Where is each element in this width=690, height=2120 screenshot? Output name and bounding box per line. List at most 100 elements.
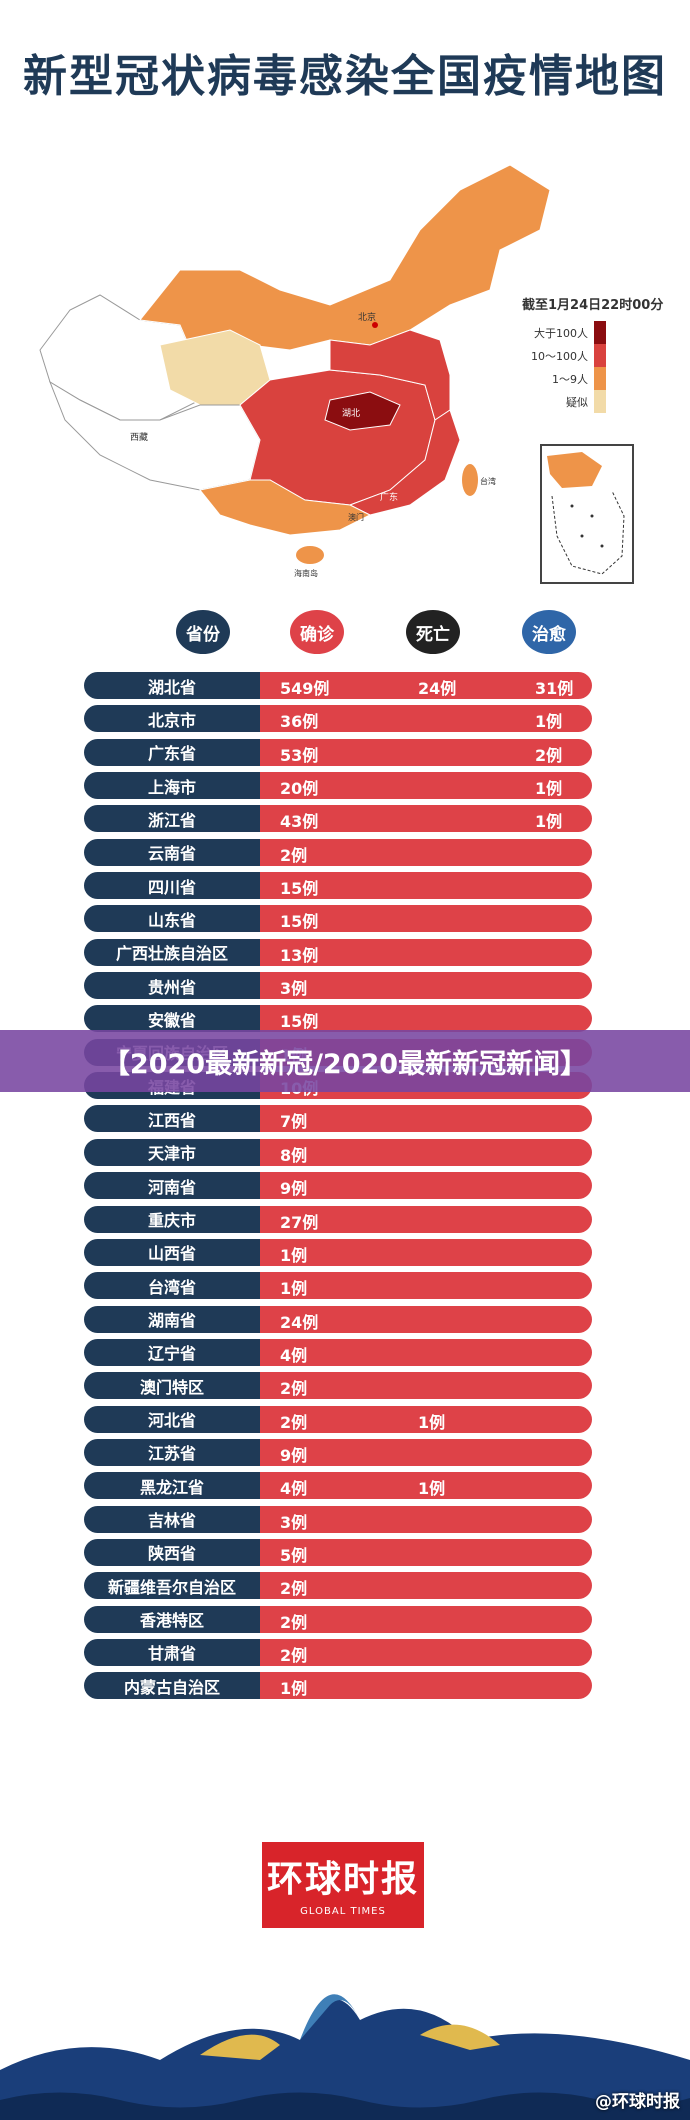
legend-row: 10〜100人 [522, 344, 682, 367]
south-china-sea-inset [540, 444, 634, 584]
table-row: 河北省 2例 1例 [84, 1405, 592, 1433]
table-row: 安徽省 15例 [84, 1005, 592, 1033]
row-province: 广西壮族自治区 [84, 938, 260, 966]
overlay-banner: 【2020最新新冠/2020最新新冠新闻】 [0, 1030, 690, 1092]
row-values: 2例 [260, 1372, 592, 1400]
table-row: 山东省 15例 [84, 905, 592, 933]
legend-label: 疑似 [566, 395, 588, 409]
page-title: 新型冠状病毒感染全国疫情地图 [23, 51, 667, 102]
row-values: 24例 [260, 1305, 592, 1333]
row-confirmed: 2例 [280, 1579, 308, 1599]
table-row: 江苏省 9例 [84, 1438, 592, 1466]
row-province: 湖南省 [84, 1305, 260, 1333]
map-label-beijing: 北京 [358, 311, 376, 322]
row-values: 549例 24例 31例 [260, 672, 592, 699]
row-values: 53例 2例 [260, 738, 592, 766]
row-cured: 2例 [535, 745, 563, 765]
row-confirmed: 15例 [280, 1012, 319, 1032]
row-province: 澳门特区 [84, 1372, 260, 1400]
case-table: 湖北省 549例 24例 31例 北京市 36例 1例 广东省 53例 2例 上海市 20例 1例 浙江省… [84, 672, 592, 1706]
row-values: 1例 [260, 1672, 592, 1700]
row-confirmed: 9例 [280, 1179, 308, 1199]
row-confirmed: 36例 [280, 712, 319, 732]
legend-row: 1〜9人 [522, 367, 682, 390]
table-row: 辽宁省 4例 [84, 1338, 592, 1366]
row-confirmed: 53例 [280, 745, 319, 765]
table-row: 内蒙古自治区 1例 [84, 1672, 592, 1700]
table-row: 广西壮族自治区 13例 [84, 938, 592, 966]
row-confirmed: 8例 [280, 1145, 308, 1165]
row-values: 13例 [260, 938, 592, 966]
region-southwest [199, 479, 372, 536]
global-times-logo: 环球时报 GLOBAL TIMES [262, 1842, 424, 1928]
row-deaths: 1例 [418, 1412, 446, 1432]
region-southeast [348, 409, 461, 516]
row-province: 黑龙江省 [84, 1472, 260, 1500]
region-hainan [296, 546, 324, 564]
row-province: 吉林省 [84, 1505, 260, 1533]
row-cured: 1例 [535, 712, 563, 732]
row-cured: 1例 [535, 812, 563, 832]
map-label-xizang: 西藏 [130, 431, 148, 442]
row-province: 台湾省 [84, 1272, 260, 1300]
row-confirmed: 4例 [280, 1479, 308, 1499]
legend-title: 截至1月24日22时00分 [522, 298, 664, 313]
row-values: 3例 [260, 972, 592, 1000]
row-province: 内蒙古自治区 [84, 1672, 260, 1700]
row-confirmed: 1例 [280, 1245, 308, 1265]
row-confirmed: 9例 [280, 1445, 308, 1465]
row-values: 2例 [260, 1605, 592, 1633]
region-hubei [324, 391, 401, 431]
row-province: 河北省 [84, 1405, 260, 1433]
decorative-landscape [0, 1994, 690, 2120]
row-confirmed: 20例 [280, 779, 319, 799]
map-label-guangdong: 广东 [380, 491, 398, 502]
row-province: 山西省 [84, 1238, 260, 1266]
row-confirmed: 1例 [280, 1279, 308, 1299]
row-confirmed: 24例 [280, 1312, 319, 1332]
table-row: 贵州省 3例 [84, 972, 592, 1000]
table-row: 江西省 7例 [84, 1105, 592, 1133]
row-province: 上海市 [84, 772, 260, 800]
row-province: 江西省 [84, 1105, 260, 1133]
row-confirmed: 2例 [280, 1412, 308, 1432]
legend-swatch [594, 367, 606, 390]
row-province: 新疆维吾尔自治区 [84, 1572, 260, 1600]
row-confirmed: 5例 [280, 1545, 308, 1565]
map-legend: 截至1月24日22时00分 大于100人 10〜100人 1〜9人 疑似 [522, 294, 682, 413]
table-row: 澳门特区 2例 [84, 1372, 592, 1400]
row-confirmed: 2例 [280, 1612, 308, 1632]
table-row: 广东省 53例 2例 [84, 738, 592, 766]
row-province: 广东省 [84, 738, 260, 766]
region-taiwan [462, 464, 478, 496]
row-confirmed: 15例 [280, 879, 319, 899]
table-row: 新疆维吾尔自治区 2例 [84, 1572, 592, 1600]
row-values: 27例 [260, 1205, 592, 1233]
row-province: 河南省 [84, 1172, 260, 1200]
table-row: 吉林省 3例 [84, 1505, 592, 1533]
legend-swatch [594, 321, 606, 344]
row-values: 7例 [260, 1105, 592, 1133]
row-values: 2例 1例 [260, 1405, 592, 1433]
row-province: 甘肃省 [84, 1638, 260, 1666]
table-row: 天津市 8例 [84, 1138, 592, 1166]
row-deaths: 24例 [418, 679, 457, 698]
table-row: 陕西省 5例 [84, 1538, 592, 1566]
table-row: 四川省 15例 [84, 872, 592, 900]
table-row: 台湾省 1例 [84, 1272, 592, 1300]
map-label-taiwan: 台湾 [480, 476, 496, 486]
table-header: 省份 确诊 死亡 治愈 [0, 610, 690, 658]
row-province: 贵州省 [84, 972, 260, 1000]
row-province: 香港特区 [84, 1605, 260, 1633]
row-values: 9例 [260, 1438, 592, 1466]
row-confirmed: 13例 [280, 945, 319, 965]
row-values: 36例 1例 [260, 705, 592, 733]
map-label-hainan: 海南岛 [294, 568, 318, 578]
row-confirmed: 7例 [280, 1112, 308, 1132]
row-province: 安徽省 [84, 1005, 260, 1033]
row-province: 四川省 [84, 872, 260, 900]
row-confirmed: 27例 [280, 1212, 319, 1232]
china-map: 北京 湖北 西藏 广东 澳门 海南岛 台湾 [39, 164, 551, 578]
row-cured: 31例 [535, 679, 574, 698]
row-confirmed: 549例 [280, 679, 330, 698]
